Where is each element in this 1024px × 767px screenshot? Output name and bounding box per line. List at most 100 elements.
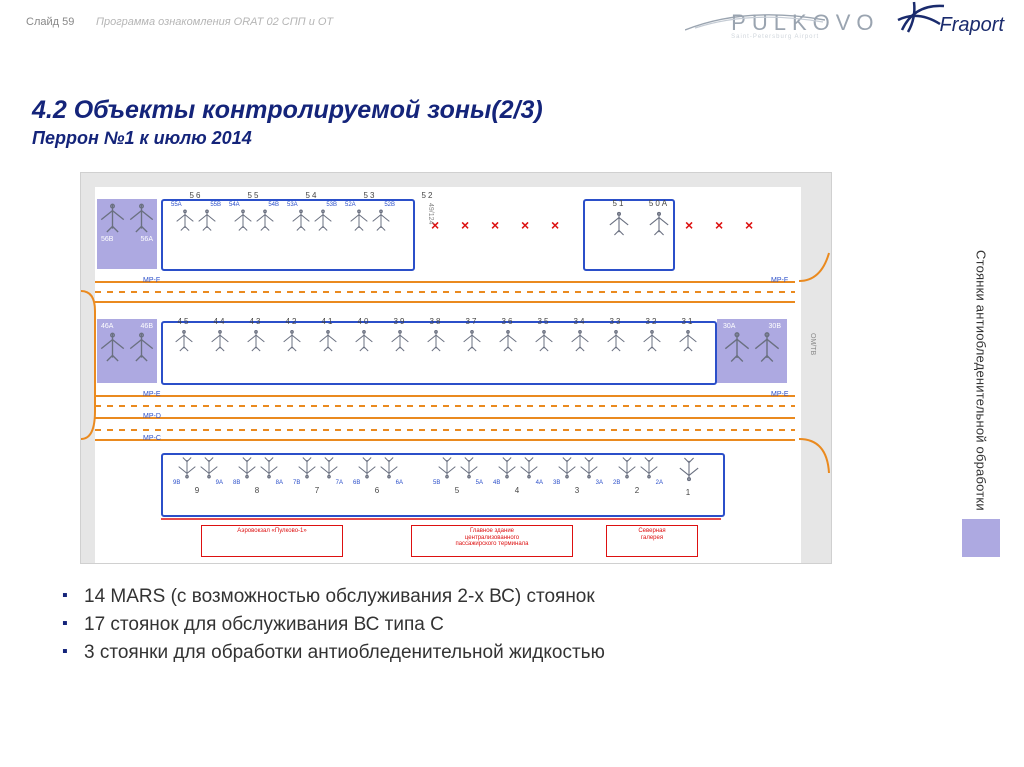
- aircraft-icon: [519, 455, 539, 480]
- taxiway: [95, 429, 795, 431]
- row-label: MP-E: [143, 391, 161, 398]
- aircraft-icon: [297, 455, 317, 480]
- taxiway: [95, 395, 795, 397]
- aircraft-icon: [128, 201, 155, 236]
- stand-number: 40: [347, 317, 381, 326]
- aircraft-icon: [606, 328, 626, 354]
- bullet-list: 14 MARS (с возможностью обслуживания 2-х…: [62, 580, 605, 670]
- stand-number: 8: [231, 486, 285, 495]
- aircraft-icon: [498, 328, 518, 354]
- aircraft-icon: [175, 208, 195, 233]
- stand-number: 34: [563, 317, 597, 326]
- aircraft-icon: [390, 328, 410, 354]
- aircraft-icon: [233, 208, 253, 233]
- page-subtitle: Перрон №1 к июлю 2014: [32, 128, 252, 149]
- stand-label: 30B: [769, 323, 781, 330]
- stand-number: 5: [431, 486, 485, 495]
- stand-number: 3: [551, 486, 605, 495]
- perimeter-road: [81, 173, 95, 563]
- stand-label: 8B: [233, 480, 240, 486]
- blocked-mark: ×: [521, 217, 529, 233]
- aircraft-icon: [570, 328, 590, 354]
- program-name: Программа ознакомления ORAT 02 СПП и ОТ: [96, 16, 333, 28]
- aircraft-icon: [199, 455, 219, 480]
- stand-label: 7A: [336, 480, 343, 486]
- aircraft-icon: [426, 328, 446, 354]
- stand-number: 54: [285, 191, 339, 200]
- aircraft-icon: [354, 328, 374, 354]
- perimeter-road: [81, 173, 831, 187]
- stand-label: 9A: [216, 480, 223, 486]
- aircraft-icon: [639, 455, 659, 480]
- aircraft-icon: [128, 330, 155, 365]
- pulkovo-logo: PULKOVO Saint-Petersburg Airport: [731, 10, 879, 40]
- aircraft-icon: [318, 328, 338, 354]
- aircraft-icon: [459, 455, 479, 480]
- stand-label: 9B: [173, 480, 180, 486]
- gate-number: ОМ/ТВ: [809, 333, 816, 355]
- blocked-mark: ×: [461, 217, 469, 233]
- aircraft-icon: [462, 328, 482, 354]
- stand-number: 39: [383, 317, 417, 326]
- stand-number: 6: [351, 486, 405, 495]
- blocked-mark: ×: [551, 217, 559, 233]
- stand-number: 55: [227, 191, 281, 200]
- fraport-logo-text: Fraport: [940, 14, 1004, 36]
- stand-number: 44: [203, 317, 237, 326]
- stand-label: 56A: [141, 236, 153, 243]
- aircraft-icon: [608, 210, 630, 238]
- aircraft-icon: [497, 455, 517, 480]
- stand-number: 45: [167, 317, 201, 326]
- aircraft-icon: [291, 208, 311, 233]
- aircraft-icon: [678, 455, 700, 483]
- aircraft-icon: [357, 455, 377, 480]
- stand-number: 51: [601, 199, 637, 208]
- aircraft-icon: [177, 455, 197, 480]
- fraport-star-icon: [894, 0, 948, 34]
- aircraft-icon: [642, 328, 662, 354]
- stand-number: 37: [455, 317, 489, 326]
- stand-number: 33: [599, 317, 633, 326]
- header: Слайд 59 Программа ознакомления ORAT 02 …: [26, 10, 1004, 56]
- stand-number: 53: [343, 191, 397, 200]
- aircraft-icon: [237, 455, 257, 480]
- stand-label: 56B: [101, 236, 113, 243]
- row-label: MP-E: [771, 391, 789, 398]
- blocked-mark: ×: [745, 217, 753, 233]
- aircraft-icon: [753, 330, 781, 365]
- aircraft-icon: [99, 330, 126, 365]
- row-label: MP-F: [771, 277, 788, 284]
- stand-number: 1: [671, 488, 707, 497]
- blocked-mark: ×: [685, 217, 693, 233]
- stand-number: 4: [491, 486, 545, 495]
- bullet-item: 3 стоянки для обработки антиобледенитель…: [62, 642, 605, 664]
- stand-number: 7: [291, 486, 345, 495]
- aircraft-icon: [282, 328, 302, 354]
- stand-number: 31: [671, 317, 705, 326]
- aircraft-icon: [617, 455, 637, 480]
- aircraft-icon: [648, 210, 670, 238]
- apron-diagram: MP-F MP-F MP-E MP-E MP-D MP-C × × × × × …: [80, 172, 832, 564]
- row-label: MP-C: [143, 435, 161, 442]
- aircraft-icon: [197, 208, 217, 233]
- stand-label: 2B: [613, 480, 620, 486]
- slide-number: Слайд 59: [26, 16, 74, 28]
- aircraft-icon: [255, 208, 275, 233]
- taxiway: [95, 405, 795, 407]
- stand-number: 32: [635, 317, 669, 326]
- aircraft-icon: [379, 455, 399, 480]
- stand-label: 30A: [723, 323, 735, 330]
- aircraft-icon: [319, 455, 339, 480]
- logos: PULKOVO Saint-Petersburg Airport Fraport: [731, 10, 1004, 40]
- stand-number: 50A: [641, 199, 677, 208]
- legend-swatch: [962, 519, 1000, 557]
- aircraft-icon: [349, 208, 369, 233]
- stand-label: 4B: [493, 480, 500, 486]
- aircraft-icon: [210, 328, 230, 354]
- taxiway: [95, 301, 795, 303]
- aircraft-icon: [557, 455, 577, 480]
- aircraft-icon: [371, 208, 391, 233]
- stand-label: 2A: [656, 480, 663, 486]
- aircraft-icon: [437, 455, 457, 480]
- stand-number: 41: [311, 317, 345, 326]
